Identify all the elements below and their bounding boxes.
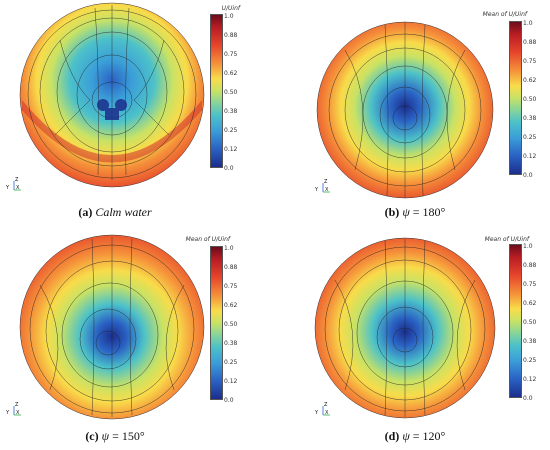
- colorbar-tick: 0.75: [523, 58, 537, 65]
- colorbar-tick: 0.12: [523, 376, 537, 383]
- colorbar-tick: 0.38: [224, 108, 238, 115]
- colorbar-tick: 0.12: [224, 378, 238, 385]
- axis-x-label: X: [325, 410, 329, 416]
- caption-text: Calm water: [95, 205, 152, 219]
- caption-c: (c) ψ = 150°: [25, 429, 205, 444]
- caption-value: = 150°: [109, 429, 145, 443]
- panel-c: Mean of U/Uinf 1.0 0.88 0.75 0.62 0.50 0…: [0, 225, 275, 450]
- colorbar-tick: 0.88: [523, 262, 537, 269]
- colorbar-c: [210, 246, 223, 400]
- colorbar-tick: 0.50: [224, 89, 238, 96]
- axis-z-label: Z: [15, 402, 19, 408]
- colorbar-tick: 0.38: [224, 340, 238, 347]
- colorbar-b: [509, 21, 522, 175]
- colorbar-tick: 0.62: [523, 77, 537, 84]
- axis-triad-a: Z Y X: [6, 178, 22, 192]
- colorbar-tick: 0.88: [523, 39, 537, 46]
- colorbar-tick: 0.25: [523, 357, 537, 364]
- panel-b: Mean of U/Uinf 1.0 0.88 0.75 0.62 0.50 0…: [275, 0, 550, 225]
- colorbar-tick: 0.50: [224, 321, 238, 328]
- caption-d: (d) ψ = 120°: [325, 429, 505, 444]
- colorbar-a: [210, 14, 223, 168]
- axis-z-label: Z: [15, 177, 19, 183]
- axis-x-label: X: [325, 187, 329, 193]
- colorbar-tick: 0.88: [224, 264, 238, 271]
- axis-y-label: Y: [315, 187, 319, 193]
- caption-a: (a) Calm water: [25, 205, 205, 220]
- axis-z-label: Z: [324, 402, 328, 408]
- axis-triad-c: Z Y X: [6, 403, 22, 417]
- caption-symbol: ψ: [402, 429, 410, 443]
- colorbar-title-a: U/Uinf: [221, 5, 240, 12]
- caption-b: (b) ψ = 180°: [325, 205, 505, 220]
- colorbar-tick: 0.62: [224, 302, 238, 309]
- axis-x-label: X: [16, 410, 20, 416]
- colorbar-tick: 0.25: [224, 359, 238, 366]
- colorbar-title-d: Mean of U/Uinf: [484, 236, 529, 243]
- caption-value: = 120°: [409, 429, 446, 443]
- axis-y-label: Y: [6, 410, 10, 416]
- colorbar-tick: 1.0: [224, 13, 234, 20]
- contour-disc-b: [316, 21, 494, 199]
- caption-letter: (b): [384, 205, 400, 219]
- caption-letter: (c): [85, 429, 99, 443]
- colorbar-tick: 0.75: [523, 281, 537, 288]
- colorbar-tick: 1.0: [224, 245, 234, 252]
- contour-disc-d: [314, 237, 496, 419]
- caption-symbol: ψ: [101, 429, 110, 443]
- contour-disc-a: [19, 2, 205, 188]
- colorbar-tick: 0.75: [224, 51, 238, 58]
- axis-z-label: Z: [324, 179, 328, 185]
- axis-x-label: X: [16, 185, 20, 191]
- colorbar-tick: 0.62: [224, 70, 238, 77]
- colorbar-d: [509, 244, 522, 398]
- axis-triad-d: Z Y X: [315, 403, 331, 417]
- colorbar-tick: 0.75: [224, 283, 238, 290]
- colorbar-tick: 0.38: [523, 338, 537, 345]
- colorbar-tick: 0.0: [224, 165, 234, 172]
- caption-letter: (d): [384, 429, 400, 443]
- axis-y-label: Y: [6, 185, 10, 191]
- panel-a: U/Uinf 1.0 0.88 0.75 0.62 0.50 0.38 0.25…: [0, 0, 275, 225]
- colorbar-tick: 0.0: [224, 397, 234, 404]
- colorbar-tick: 1.0: [523, 20, 533, 27]
- colorbar-tick: 0.12: [224, 146, 238, 153]
- caption-value: = 180°: [409, 205, 446, 219]
- colorbar-tick: 0.50: [523, 319, 537, 326]
- colorbar-tick: 0.50: [523, 96, 537, 103]
- colorbar-tick: 0.0: [523, 395, 533, 402]
- colorbar-tick: 0.12: [523, 153, 537, 160]
- panel-d: Mean of U/Uinf 1.0 0.88 0.75 0.62 0.50 0…: [275, 225, 550, 450]
- colorbar-title-b: Mean of U/Uinf: [482, 11, 527, 18]
- colorbar-tick: 0.0: [523, 172, 533, 179]
- colorbar-title-c: Mean of U/Uinf: [185, 236, 230, 243]
- colorbar-tick: 0.25: [523, 134, 537, 141]
- colorbar-tick: 0.88: [224, 32, 238, 39]
- colorbar-tick: 0.62: [523, 300, 537, 307]
- axis-y-label: Y: [315, 410, 319, 416]
- colorbar-tick: 1.0: [523, 243, 533, 250]
- caption-symbol: ψ: [402, 205, 410, 219]
- axis-triad-b: Z Y X: [315, 180, 331, 194]
- colorbar-tick: 0.38: [523, 115, 537, 122]
- colorbar-tick: 0.25: [224, 127, 238, 134]
- caption-letter: (a): [78, 205, 93, 219]
- contour-disc-c: [19, 234, 205, 420]
